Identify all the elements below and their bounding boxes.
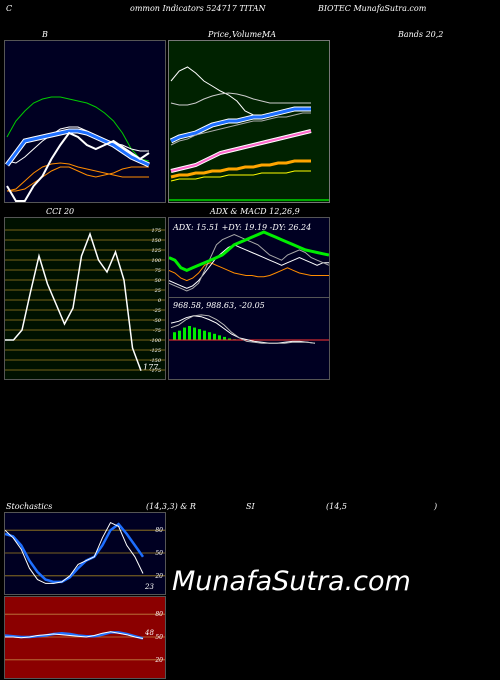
rsi-series xyxy=(5,631,144,639)
rsi-tick-label: 50 xyxy=(155,634,163,641)
stoch-tick-label: 80 xyxy=(155,527,163,534)
rsi-chart: 48 80 50 20 xyxy=(4,596,166,679)
macd-series-1 xyxy=(170,314,316,344)
price-ma-series-4 xyxy=(170,130,312,172)
cci-tick-label: 175 xyxy=(151,228,161,234)
rsi-last-value: 48 xyxy=(144,629,154,637)
macd-histogram-bar xyxy=(228,338,231,340)
adx-macd-title: ADX & MACD 12,26,9 xyxy=(210,207,300,216)
bollinger-series-0 xyxy=(6,96,150,162)
cci-tick-label: 150 xyxy=(151,238,161,244)
adx-chart: ADX: 15.51 +DY: 19.19 -DY: 26.24 xyxy=(168,217,330,299)
stochastics-chart: 23 80 50 20 xyxy=(4,512,166,595)
cci-tick-label: -125 xyxy=(150,348,161,354)
rsi-panel: 48 80 50 20 xyxy=(4,596,166,679)
cci-tick-label: 75 xyxy=(155,268,161,274)
bollinger-series-1 xyxy=(6,162,149,192)
stoch-last-value: 23 xyxy=(144,583,154,591)
macd-values-label: 968.58, 988.63, -20.05 xyxy=(173,301,265,310)
cci-tick-label: 50 xyxy=(155,278,162,284)
price-title: Price, xyxy=(208,30,232,39)
price-ma-chart xyxy=(168,40,330,203)
macd-histogram-bar xyxy=(178,330,181,340)
macd-panel: 968.58, 988.63, -20.05 xyxy=(168,297,330,380)
watermark: MunafaSutra.com xyxy=(172,566,411,597)
macd-histogram-bar xyxy=(173,332,176,340)
adx-panel: ADX: 15.51 +DY: 19.19 -DY: 26.24 xyxy=(168,217,330,299)
macd-histogram-bar xyxy=(218,335,221,340)
stoch-k-series xyxy=(5,521,144,584)
cci-tick-label: -100 xyxy=(150,338,162,344)
header-mid: ommon Indicators 524717 TITAN xyxy=(130,4,266,13)
stoch-d-series xyxy=(5,522,145,584)
cci-tick-label: 100 xyxy=(151,258,161,264)
macd-histogram-bar xyxy=(213,333,216,340)
rsi-params: (14,5 xyxy=(326,502,347,511)
macd-histogram-bar xyxy=(223,336,226,340)
rsi-tick-label: 80 xyxy=(155,611,163,618)
bollinger-chart xyxy=(4,40,166,203)
cci-last-value: 177 xyxy=(143,363,159,372)
cci-tick-label: -50 xyxy=(153,318,162,324)
stoch-tick-label: 20 xyxy=(154,573,163,580)
header-left: C xyxy=(6,4,13,13)
bollinger-title: B xyxy=(42,30,48,39)
cci-tick-label: -150 xyxy=(150,358,162,364)
stoch-tick-label: 50 xyxy=(155,550,163,557)
macd-chart: 968.58, 988.63, -20.05 xyxy=(168,297,330,380)
price-ma-panel xyxy=(168,40,330,203)
macd-histogram-bar xyxy=(183,327,186,340)
bollinger-series-5 xyxy=(6,126,149,164)
bollinger-series-3 xyxy=(7,166,149,192)
cci-panel: 177 175 150 125 100 75 50 25 0 -25 -50 -75 -100 -125… xyxy=(4,217,166,380)
cci-tick-label: 25 xyxy=(154,288,161,294)
header-right: BIOTEC MunafaSutra.com xyxy=(318,4,427,13)
cci-title: CCI 20 xyxy=(46,207,75,216)
adx-series-2 xyxy=(169,244,329,289)
price-ma-series-5 xyxy=(170,159,311,179)
bands-title: Bands 20,2 xyxy=(398,30,444,39)
rsi-tick-label: 20 xyxy=(154,657,163,664)
bollinger-series-4 xyxy=(6,131,150,202)
price-ma-series-3 xyxy=(170,112,311,146)
macd-histogram-bar xyxy=(208,332,211,340)
cci-tick-label: -75 xyxy=(153,328,161,334)
macd-histogram-bar xyxy=(193,327,196,340)
adx-series-0 xyxy=(169,230,329,273)
cci-tick-label: -25 xyxy=(153,308,161,314)
rsi-title: SI xyxy=(246,502,255,511)
cci-tick-label: 0 xyxy=(158,298,162,304)
adx-series-1 xyxy=(169,262,329,282)
bollinger-panel xyxy=(4,40,166,203)
stochastics-panel: 23 80 50 20 xyxy=(4,512,166,595)
price-ma-series-1 xyxy=(170,92,311,106)
bollinger-series-2 xyxy=(5,129,150,167)
adx-series-3 xyxy=(169,234,329,292)
macd-histogram-bar xyxy=(198,329,201,340)
cci-chart: 177 175 150 125 100 75 50 25 0 -25 -50 -75 -100 -125… xyxy=(4,217,166,380)
cci-tick-label: 125 xyxy=(151,248,161,254)
price-ma-series-2 xyxy=(170,107,311,143)
rsi-close-paren: ) xyxy=(434,502,438,511)
cci-series xyxy=(5,231,142,372)
volume-title: Volume, xyxy=(232,30,265,39)
stoch-title: Stochastics xyxy=(6,502,53,511)
ma-title: MA xyxy=(262,30,276,39)
price-ma-series-6 xyxy=(170,170,311,182)
cci-tick-label: -175 xyxy=(150,368,161,374)
macd-histogram-bar xyxy=(188,326,191,340)
macd-histogram-bar xyxy=(203,330,206,340)
adx-values-label: ADX: 15.51 +DY: 19.19 -DY: 26.24 xyxy=(172,223,311,232)
stoch-params: (14,3,3) & R xyxy=(146,502,196,511)
